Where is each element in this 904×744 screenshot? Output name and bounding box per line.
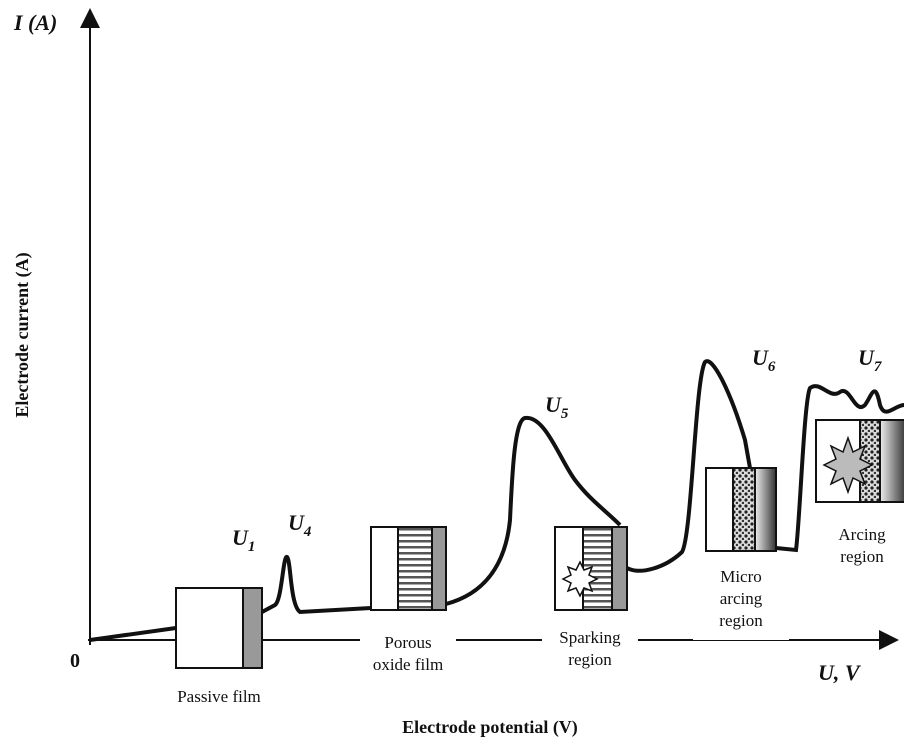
region-label: region [719, 611, 763, 630]
y-axis-label: Electrode current (A) [12, 252, 33, 417]
film-layer [397, 526, 433, 611]
marker-symbol: U [232, 525, 249, 550]
x-symbol: U, V [818, 660, 862, 685]
film-layer [431, 526, 447, 611]
label-background [360, 634, 456, 684]
arc [822, 435, 874, 495]
region-label: oxide film [373, 655, 443, 674]
region-label: arcing [720, 589, 763, 608]
marker-subscript: 5 [561, 406, 569, 422]
region-label: region [840, 547, 884, 566]
film-layer [754, 467, 777, 552]
voltage-marker: U7 [858, 345, 882, 375]
label-background [814, 526, 904, 576]
region-label: Passive film [177, 687, 261, 706]
region-label: Micro [720, 567, 762, 586]
marker-symbol: U [545, 392, 562, 417]
voltage-marker: U4 [288, 510, 312, 540]
marker-subscript: 7 [874, 359, 882, 375]
label-background [542, 629, 638, 679]
y-symbol: I (A) [13, 10, 57, 35]
region-label: Sparking [559, 628, 621, 647]
current-curve [89, 359, 904, 642]
spark [561, 560, 599, 598]
voltage-marker: U5 [545, 392, 569, 422]
region-label: Arcing [838, 525, 886, 544]
region-label: region [568, 650, 612, 669]
label-background [171, 688, 267, 716]
film-layer [242, 587, 263, 669]
film-layer [879, 419, 904, 503]
voltage-marker: U6 [752, 345, 776, 375]
label-background [693, 568, 789, 640]
region-label: Porous [384, 633, 431, 652]
x-axis-label: Electrode potential (V) [402, 717, 578, 738]
marker-symbol: U [858, 345, 875, 370]
labels: I (A) Electrode current (A) 0 U, V Elect… [12, 10, 862, 738]
marker-subscript: 6 [768, 359, 776, 375]
marker-subscript: 1 [248, 539, 256, 555]
film-layer [732, 467, 756, 552]
marker-subscript: 4 [303, 524, 312, 540]
marker-symbol: U [288, 510, 305, 535]
film-layer [611, 526, 628, 611]
origin-label: 0 [70, 650, 80, 672]
film-icons [175, 419, 904, 669]
voltage-marker: U1 [232, 525, 255, 555]
marker-symbol: U [752, 345, 769, 370]
